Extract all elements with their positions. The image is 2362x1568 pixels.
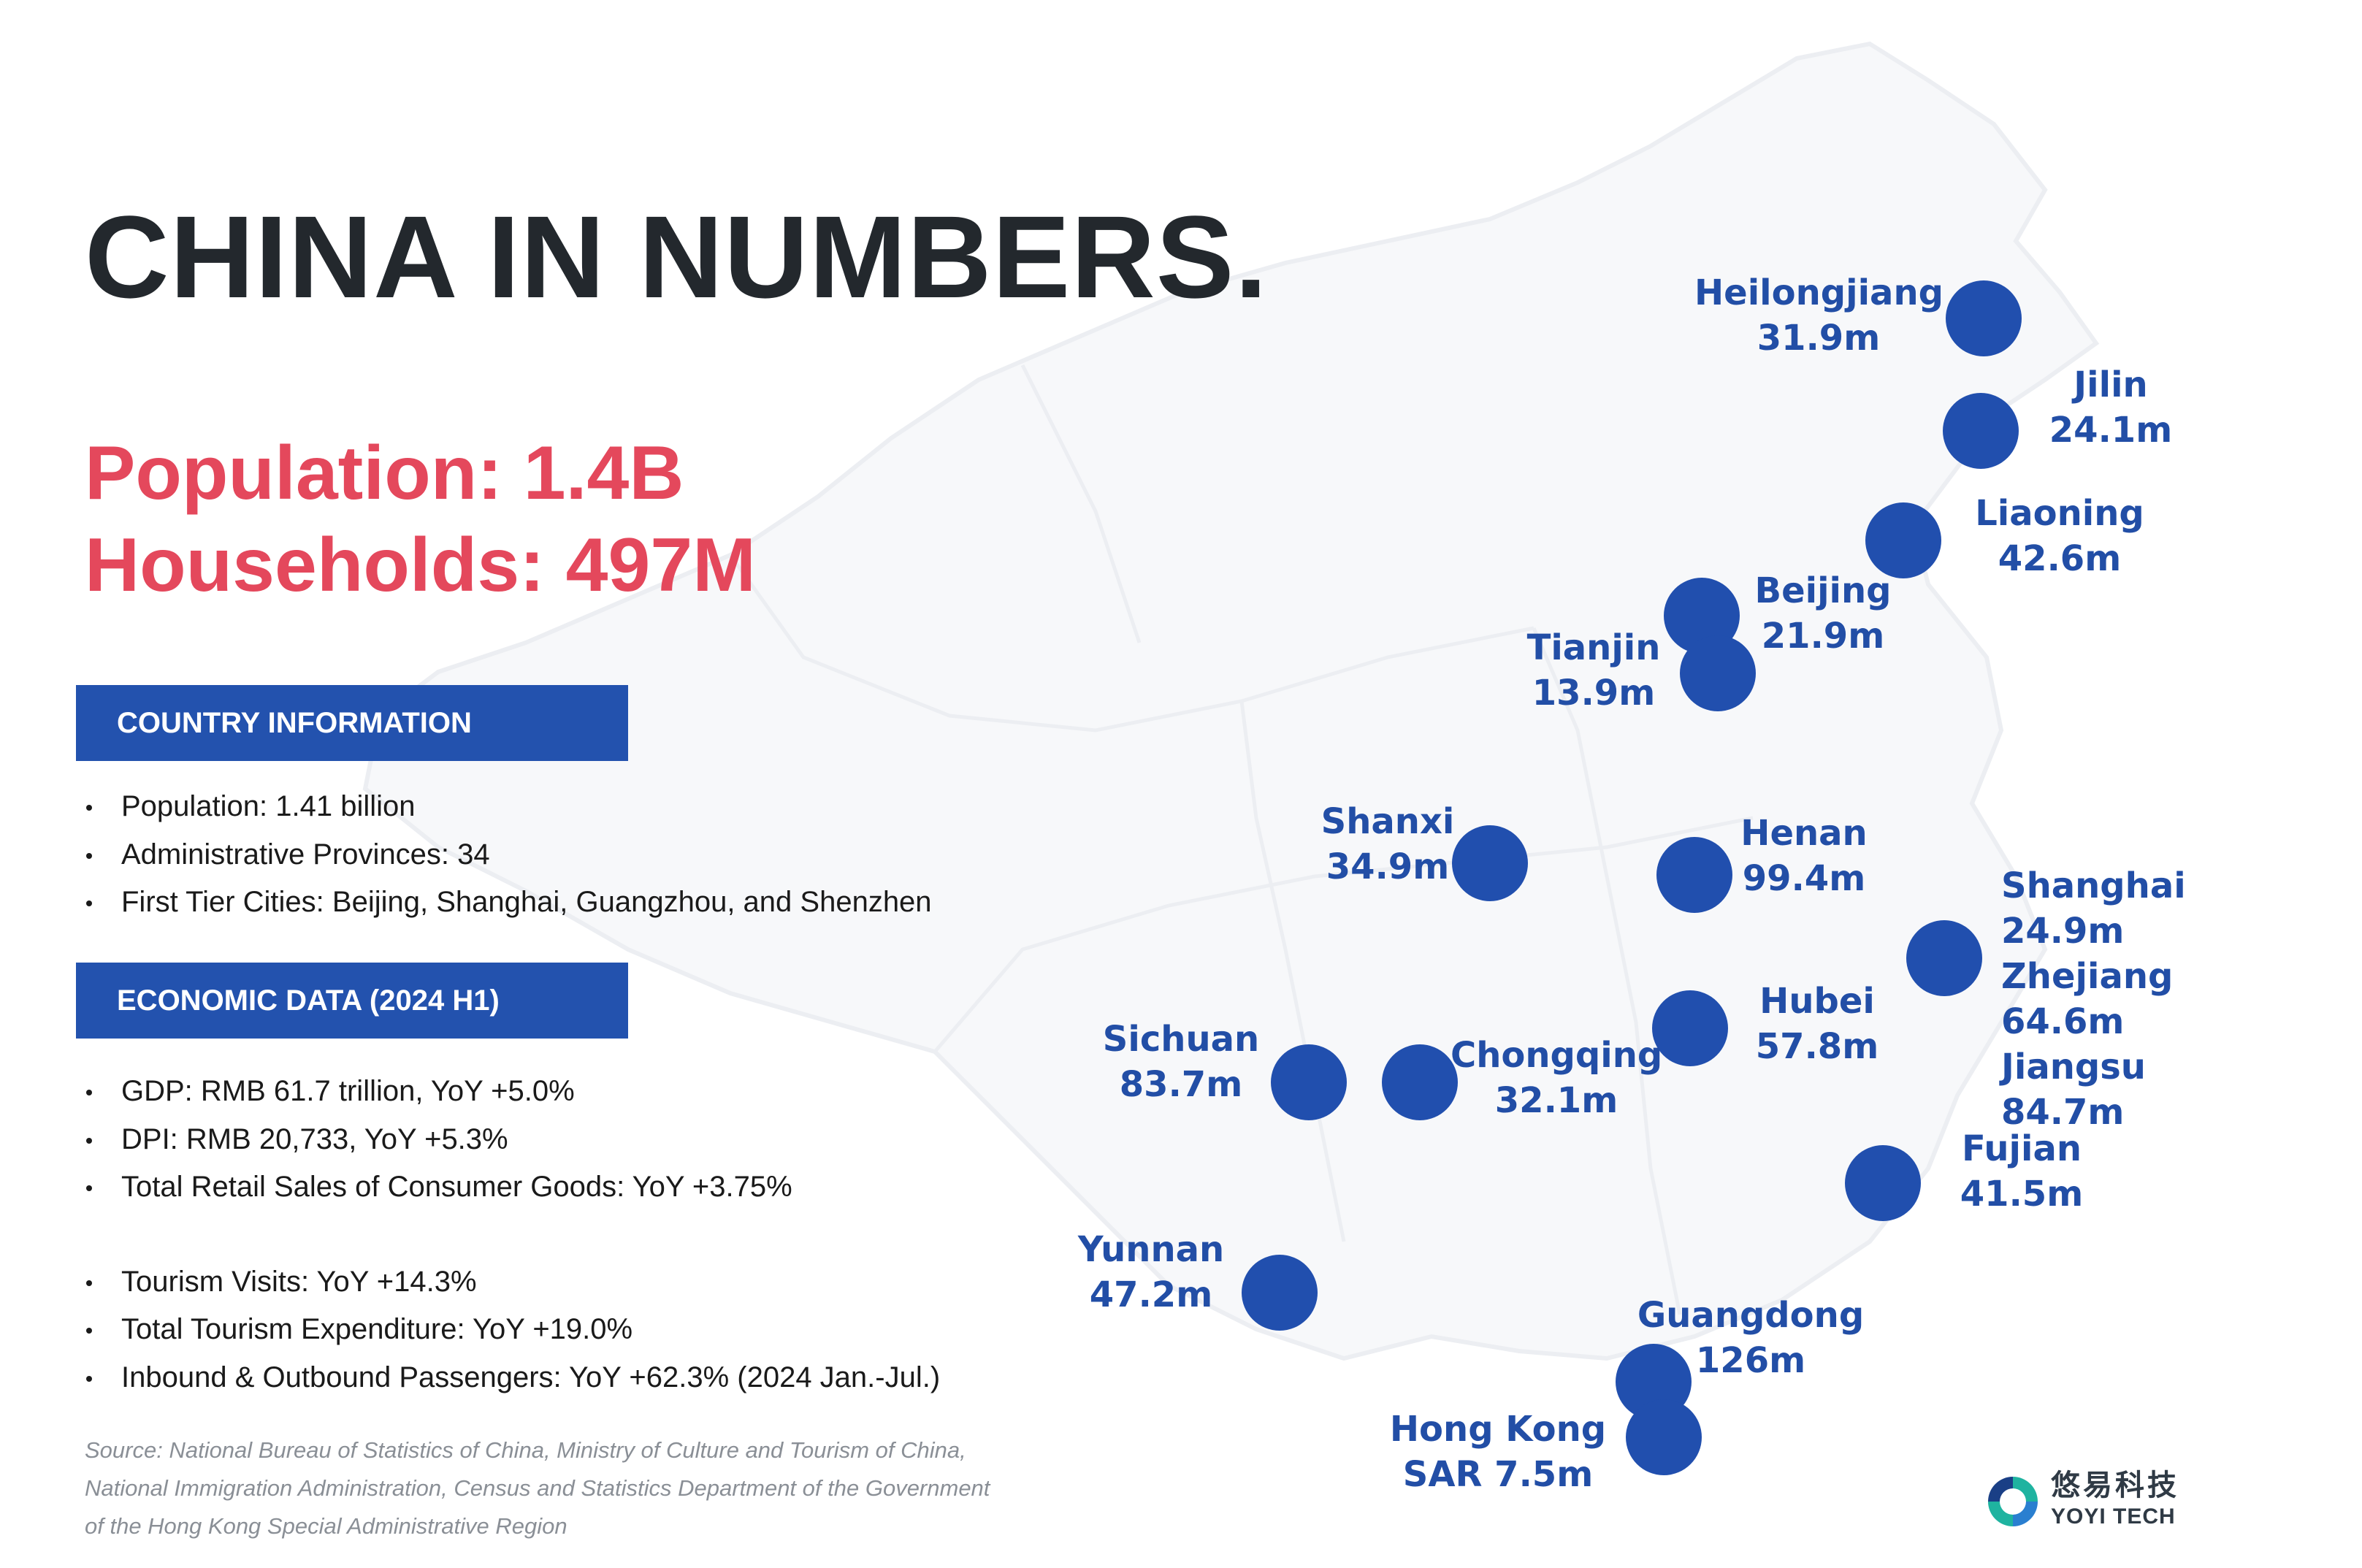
logo-name-en: YOYI TECH [2051,1504,2176,1529]
region-label-beijing: Beijing 21.9m [1754,570,1892,657]
list-item: Tourism Visits: YoY +14.3% [82,1258,940,1307]
headline-population: Population: 1.4B [85,431,684,516]
headline-households: Households: 497M [85,523,756,608]
marker-liaoning [1865,502,1941,578]
region-label-yunnan: Yunnan 47.2m [1077,1229,1225,1315]
marker-hong-kong [1626,1399,1702,1475]
source-line: National Immigration Administration, Cen… [85,1475,990,1501]
region-label-jilin: Jilin 24.1m [2049,364,2173,451]
list-item: Inbound & Outbound Passengers: YoY +62.3… [82,1354,940,1402]
marker-yunnan [1242,1255,1318,1331]
source-line: Source: National Bureau of Statistics of… [85,1437,966,1463]
logo-name-cn: 悠易科技 [2051,1469,2179,1502]
marker-hubei [1652,990,1728,1066]
region-label-heilongjiang: Heilongjiang 31.9m [1694,272,1944,359]
region-label-hubei: Hubei 57.8m [1755,981,1879,1067]
list-item: Administrative Provinces: 34 [82,831,932,879]
region-label-hong-kong: Hong Kong SAR 7.5m [1389,1409,1607,1495]
list-item: First Tier Cities: Beijing, Shanghai, Gu… [82,879,932,927]
region-label-liaoning: Liaoning 42.6m [1975,493,2144,579]
list-item: DPI: RMB 20,733, YoY +5.3% [82,1116,940,1164]
source-line: of the Hong Kong Special Administrative … [85,1513,567,1539]
region-label-guangdong: Guangdong 126m [1637,1295,1865,1381]
page-title: CHINA IN NUMBERS. [85,191,1268,322]
region-label-henan: Henan 99.4m [1740,813,1868,899]
logo-mark-icon [1988,1477,2038,1526]
economic-data-list: GDP: RMB 61.7 trillion, YoY +5.0% DPI: R… [82,1068,940,1401]
region-label-shanxi: Shanxi 34.9m [1320,801,1455,887]
marker-shanghai-zhejiang-jiangsu [1906,920,1982,996]
list-item: Population: 1.41 billion [82,783,932,831]
country-information-header: COUNTRY INFORMATION [76,685,628,761]
marker-chongqing [1382,1044,1458,1120]
economic-data-header: ECONOMIC DATA (2024 H1) [76,963,628,1039]
marker-henan [1656,837,1732,913]
marker-tianjin [1680,635,1756,711]
list-item: Total Tourism Expenditure: YoY +19.0% [82,1306,940,1354]
region-label-tianjin: Tianjin 13.9m [1526,627,1661,714]
marker-sichuan [1271,1044,1347,1120]
marker-fujian [1845,1145,1921,1221]
marker-jilin [1943,393,2019,469]
region-label-yangtze-delta: Shanghai 24.9m Zhejiang 64.6m Jiangsu 84… [2001,865,2186,1133]
region-label-sichuan: Sichuan 83.7m [1102,1019,1260,1105]
marker-heilongjiang [1946,280,2022,356]
country-information-list: Population: 1.41 billion Administrative … [82,783,932,927]
region-label-chongqing: Chongqing 32.1m [1451,1035,1663,1121]
marker-shanxi [1452,825,1528,901]
source-note: Source: National Bureau of Statistics of… [85,1431,990,1545]
region-label-fujian: Fujian 41.5m [1960,1128,2084,1215]
list-item: GDP: RMB 61.7 trillion, YoY +5.0% [82,1068,940,1116]
list-item: Total Retail Sales of Consumer Goods: Yo… [82,1163,940,1212]
yoyi-tech-logo: 悠易科技 YOYI TECH [1984,1469,2195,1535]
